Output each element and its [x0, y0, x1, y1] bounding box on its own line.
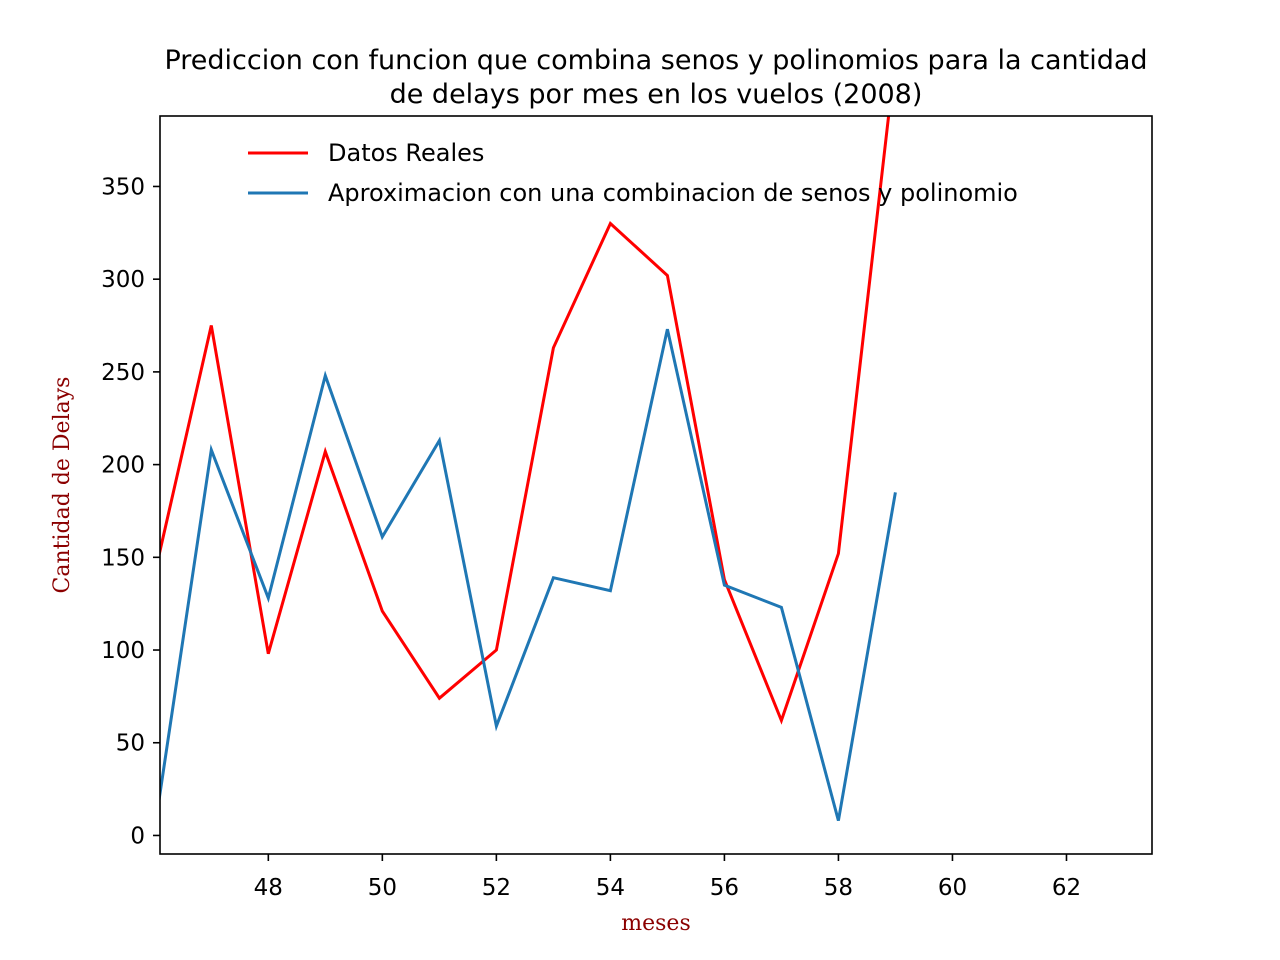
x-tick-label: 50	[368, 875, 397, 901]
y-tick-label: 300	[101, 267, 145, 293]
legend-label-datos-reales: Datos Reales	[328, 139, 484, 167]
x-tick-label: 58	[824, 875, 853, 901]
y-tick-label: 200	[101, 453, 145, 479]
series-layer	[160, 116, 897, 821]
y-tick-label: 150	[101, 545, 145, 571]
x-axis-ticks: 48 50 52 54 56 58 60 62	[254, 854, 1081, 901]
x-tick-label: 52	[482, 875, 511, 901]
y-axis-ticks: 0 50 100 150 200 250 300 350	[101, 174, 160, 849]
legend: Datos Reales Aproximacion con una combin…	[248, 139, 1018, 207]
y-tick-label: 250	[101, 360, 145, 386]
y-axis-label: Cantidad de Delays	[50, 377, 75, 594]
plot-frame	[159, 115, 1153, 855]
x-tick-label: 62	[1052, 875, 1081, 901]
y-tick-label: 100	[101, 638, 145, 664]
series-line-aproximacion	[160, 328, 897, 821]
y-tick-label: 350	[101, 174, 145, 200]
x-tick-label: 56	[710, 875, 739, 901]
chart-title-line-1: Prediccion con funcion que combina senos…	[164, 45, 1147, 76]
legend-label-aproximacion: Aproximacion con una combinacion de seno…	[328, 179, 1018, 207]
y-tick-label: 0	[130, 823, 145, 849]
series-line-datos-reales	[160, 116, 891, 725]
chart-title-line-2: de delays por mes en los vuelos (2008)	[390, 79, 923, 110]
y-tick-label: 50	[116, 731, 145, 757]
x-axis-label: meses	[621, 911, 690, 936]
x-tick-label: 60	[938, 875, 967, 901]
x-tick-label: 54	[596, 875, 625, 901]
x-tick-label: 48	[254, 875, 283, 901]
